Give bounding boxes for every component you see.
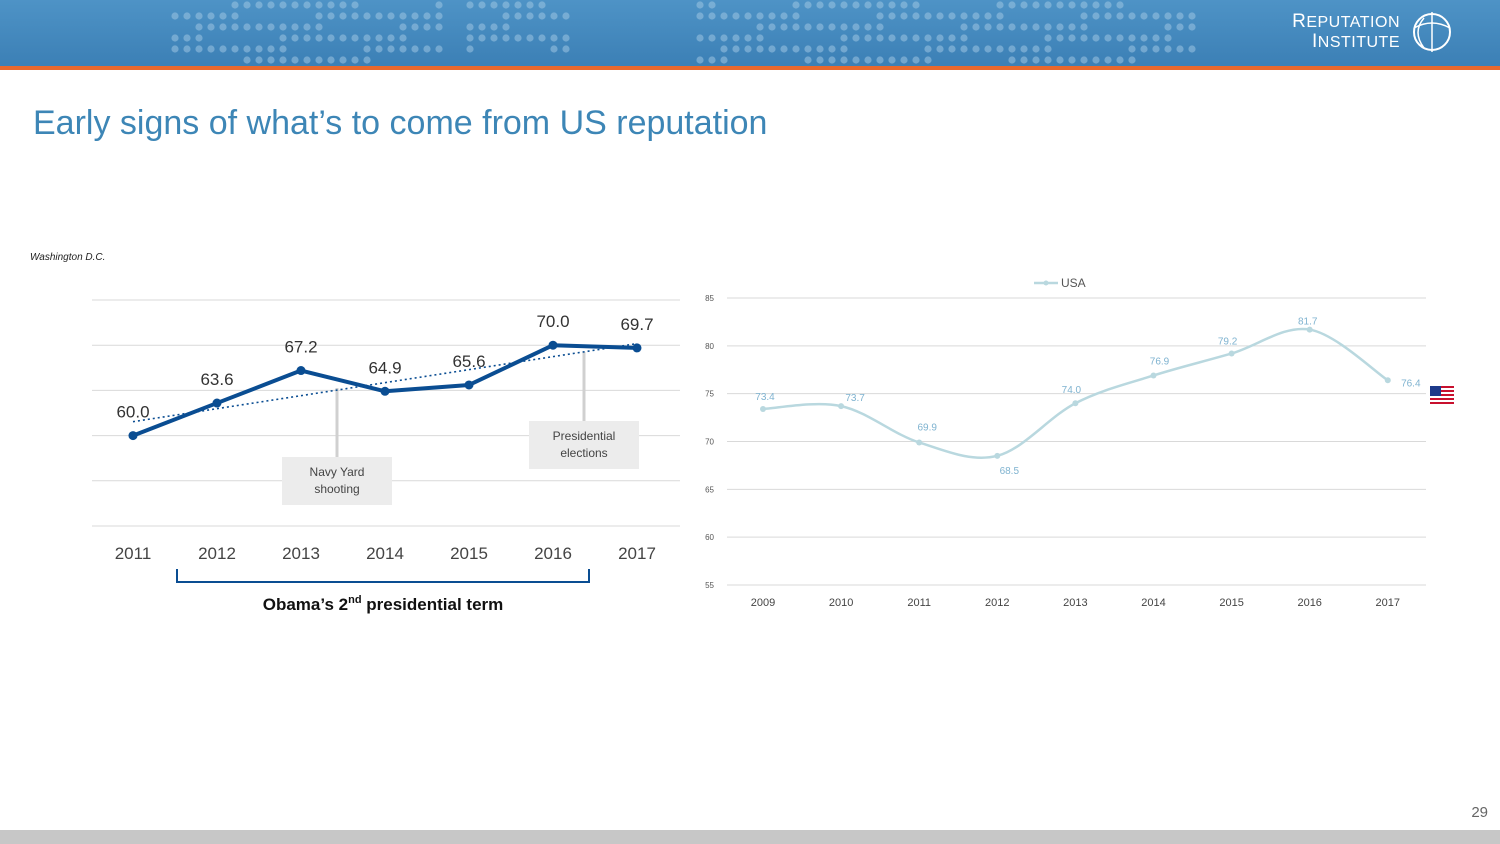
callout-box xyxy=(282,457,392,505)
usa-y-tick-label: 80 xyxy=(705,342,714,351)
dc-data-label: 60.0 xyxy=(116,403,149,422)
dc-x-tick-label: 2013 xyxy=(282,544,320,563)
usa-legend: USA xyxy=(1034,276,1086,290)
usa-data-label: 68.5 xyxy=(1000,466,1020,477)
term-label: Obama’s 2nd presidential term xyxy=(263,594,504,614)
usa-y-tick-label: 85 xyxy=(705,294,714,303)
usa-data-point xyxy=(1306,326,1313,333)
usa-data-point xyxy=(1072,400,1079,407)
dc-trendline xyxy=(132,342,638,423)
usa-x-tick-label: 2014 xyxy=(1141,597,1165,609)
usa-data-point xyxy=(1384,377,1391,384)
usa-y-tick-label: 75 xyxy=(705,390,714,399)
usa-data-label: 74.0 xyxy=(1062,385,1082,396)
dc-data-label: 70.0 xyxy=(536,312,569,331)
callout-text: Navy Yard xyxy=(310,465,365,479)
term-bracket xyxy=(176,569,590,583)
usa-data-label: 69.9 xyxy=(917,422,937,433)
dc-data-point xyxy=(212,398,222,408)
dc-data-point xyxy=(296,366,306,376)
dc-x-tick-label: 2011 xyxy=(115,544,152,563)
dc-x-tick-label: 2016 xyxy=(534,544,572,563)
callout-box xyxy=(529,421,639,469)
dc-x-tick-label: 2012 xyxy=(198,544,236,563)
usa-y-tick-label: 65 xyxy=(705,485,714,494)
usa-data-point xyxy=(760,405,766,412)
dc-data-label: 69.7 xyxy=(620,315,653,334)
svg-text:USA: USA xyxy=(1061,276,1086,290)
usa-y-tick-label: 70 xyxy=(705,438,714,447)
reputation-institute-logo: REPUTATION INSTITUTE xyxy=(1292,11,1400,52)
usa-data-label: 76.9 xyxy=(1150,356,1170,367)
globe-icon xyxy=(1413,12,1451,52)
usa-data-label: 73.4 xyxy=(755,392,775,403)
usa-data-label: 76.4 xyxy=(1401,378,1421,389)
usa-data-label: 73.7 xyxy=(845,393,865,404)
callout-text: Presidential xyxy=(553,429,616,443)
dc-data-point xyxy=(464,380,474,390)
usa-x-tick-label: 2013 xyxy=(1063,597,1087,609)
usa-x-tick-label: 2010 xyxy=(829,597,853,609)
usa-x-tick-label: 2016 xyxy=(1297,597,1321,609)
usa-y-tick-label: 55 xyxy=(705,581,714,590)
chart-caption: Washington D.C. xyxy=(30,252,106,263)
dc-data-label: 65.6 xyxy=(452,352,485,371)
dc-data-point xyxy=(548,340,558,350)
dc-x-tick-label: 2014 xyxy=(366,544,404,563)
callout-text: shooting xyxy=(314,482,359,496)
dc-data-point xyxy=(380,386,390,396)
header-accent-stripe xyxy=(0,66,1500,70)
header-banner xyxy=(0,0,1500,68)
usa-x-tick-label: 2012 xyxy=(985,597,1009,609)
usa-x-tick-label: 2015 xyxy=(1219,597,1243,609)
dc-x-tick-label: 2017 xyxy=(618,544,656,563)
dc-data-point xyxy=(632,343,642,353)
slide-title: Early signs of what’s to come from US re… xyxy=(33,104,768,142)
world-map-dots xyxy=(171,1,1196,64)
usa-data-point xyxy=(838,403,845,410)
page-number: 29 xyxy=(1471,804,1488,821)
usa-line-chart: USA 73.4 73.7 69.9 68.5 74.0 76.9 79.2 81.7 76.4… xyxy=(705,276,1426,609)
usa-data-point xyxy=(1150,372,1157,379)
usa-x-tick-label: 2009 xyxy=(751,597,775,609)
usa-data-point xyxy=(994,452,1001,459)
usa-flag-icon xyxy=(1430,386,1454,404)
usa-data-label: 79.2 xyxy=(1218,336,1238,347)
usa-x-tick-label: 2011 xyxy=(907,597,931,609)
dc-data-point xyxy=(128,431,138,441)
callout-text: elections xyxy=(560,446,607,460)
usa-data-point xyxy=(916,439,923,446)
footer-bar xyxy=(0,830,1500,844)
usa-data-label: 81.7 xyxy=(1298,317,1318,328)
usa-data-point xyxy=(1228,350,1235,357)
usa-x-tick-label: 2017 xyxy=(1376,597,1400,609)
dc-line-chart: Navy Yard shooting Presidential elections 6… xyxy=(92,299,680,614)
dc-data-label: 63.6 xyxy=(200,370,233,389)
usa-y-tick-label: 60 xyxy=(705,533,714,542)
dc-data-label: 64.9 xyxy=(368,358,401,377)
dc-data-label: 67.2 xyxy=(284,338,317,357)
dc-x-tick-label: 2015 xyxy=(450,544,488,563)
